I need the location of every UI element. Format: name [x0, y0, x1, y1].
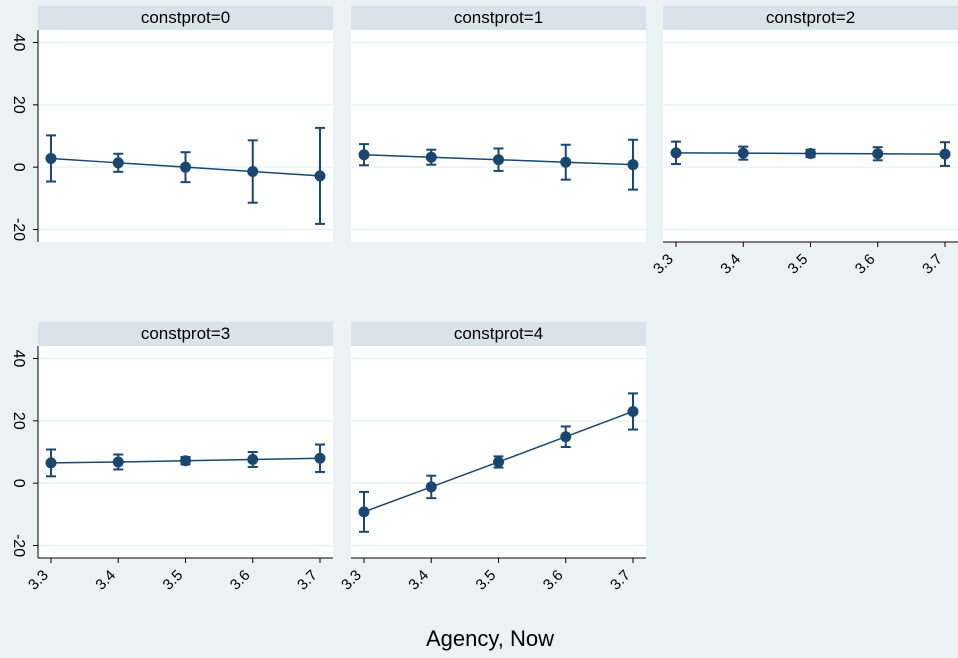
- data-point: [45, 152, 57, 164]
- panel-header: [38, 322, 333, 346]
- x-tick-label: 3.4: [92, 567, 119, 594]
- data-point: [112, 157, 124, 169]
- x-tick-label: 3.4: [717, 251, 744, 278]
- x-tick-label: 3.3: [650, 251, 677, 278]
- y-tick-label: 20: [10, 412, 27, 430]
- panel-title: constprot=3: [141, 324, 230, 343]
- data-point: [670, 147, 682, 159]
- x-tick-label: 3.6: [227, 567, 254, 594]
- plot-area: [351, 30, 646, 242]
- x-tick-label: 3.6: [540, 567, 567, 594]
- panel-4: constprot=4 3.3 3.4 3.5 3.6 3.7: [338, 322, 646, 594]
- x-tick-label: 3.5: [473, 567, 500, 594]
- data-point: [425, 481, 437, 493]
- x-tick-label: 3.3: [338, 567, 365, 594]
- data-point: [872, 148, 884, 160]
- x-tick-label: 3.7: [607, 567, 634, 594]
- y-tick-label: 20: [10, 96, 27, 114]
- panel-title: constprot=4: [454, 324, 543, 343]
- x-tick-label: 3.5: [160, 567, 187, 594]
- data-point: [560, 431, 572, 443]
- data-point: [247, 453, 259, 465]
- y-tick-label: 40: [10, 350, 27, 368]
- plot-area: [663, 30, 958, 242]
- data-point: [627, 405, 639, 417]
- y-tick-label: 0: [10, 163, 27, 172]
- plot-area: [351, 346, 646, 558]
- panel-header: [38, 6, 333, 30]
- panel-header: [663, 6, 958, 30]
- y-tick-label: 40: [10, 34, 27, 52]
- x-tick-label: 3.3: [25, 567, 52, 594]
- data-point: [737, 147, 749, 159]
- data-point: [45, 457, 57, 469]
- data-point: [180, 455, 191, 467]
- data-point: [939, 148, 951, 160]
- plot-area: [38, 30, 333, 242]
- data-point: [493, 154, 504, 166]
- y-tick-label: -20: [10, 534, 27, 557]
- panel-3: constprot=3 -20 0 20 40 3.3 3.4 3.5 3.6 3.7: [10, 322, 333, 594]
- x-tick-label: 3.7: [294, 567, 321, 594]
- x-tick-label: 3.5: [785, 251, 812, 278]
- data-point: [425, 151, 437, 163]
- data-point: [358, 506, 370, 518]
- panel-2: constprot=2 3.3 3.4 3.5 3.6 3.7: [650, 6, 958, 278]
- plot-area: [38, 346, 333, 558]
- data-point: [314, 452, 326, 464]
- data-point: [493, 456, 504, 468]
- panel-title: constprot=1: [454, 8, 543, 27]
- y-tick-label: -20: [10, 218, 27, 241]
- panel-title: constprot=0: [141, 8, 230, 27]
- data-point: [805, 147, 816, 159]
- panel-0: constprot=0 -20 0 20 40: [10, 6, 333, 242]
- panel-1: constprot=1: [351, 6, 646, 242]
- data-point: [358, 149, 370, 161]
- y-tick-label: 0: [10, 479, 27, 488]
- x-tick-label: 3.4: [405, 567, 432, 594]
- data-point: [560, 156, 572, 168]
- panel-header: [351, 322, 646, 346]
- data-point: [180, 161, 191, 173]
- data-point: [314, 170, 326, 182]
- panel-header: [351, 6, 646, 30]
- x-tick-label: 3.6: [852, 251, 879, 278]
- data-point: [112, 456, 124, 468]
- x-tick-label: 3.7: [919, 251, 946, 278]
- x-axis-title: Agency, Now: [426, 626, 554, 651]
- data-point: [627, 159, 639, 171]
- panel-title: constprot=2: [766, 8, 855, 27]
- data-point: [247, 166, 259, 178]
